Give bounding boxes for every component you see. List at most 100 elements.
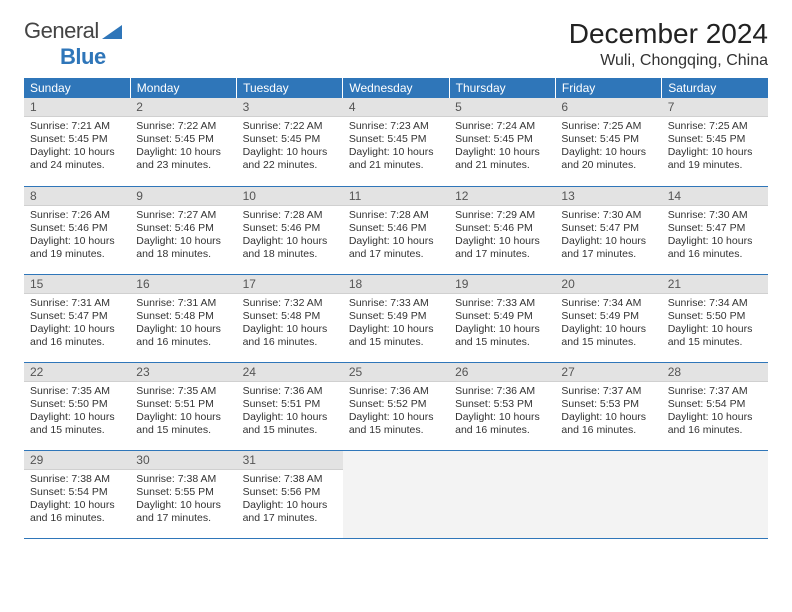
sunset-line: Sunset: 5:45 PM xyxy=(561,133,655,146)
day-details: Sunrise: 7:28 AMSunset: 5:46 PMDaylight:… xyxy=(343,206,449,266)
day-details: Sunrise: 7:37 AMSunset: 5:53 PMDaylight:… xyxy=(555,382,661,442)
sunrise-line: Sunrise: 7:25 AM xyxy=(561,120,655,133)
day-details: Sunrise: 7:22 AMSunset: 5:45 PMDaylight:… xyxy=(130,117,236,177)
daylight-line: Daylight: 10 hours and 17 minutes. xyxy=(455,235,549,261)
sunrise-line: Sunrise: 7:29 AM xyxy=(455,209,549,222)
logo: General Blue xyxy=(24,18,122,70)
calendar-day-cell xyxy=(449,450,555,538)
day-details: Sunrise: 7:33 AMSunset: 5:49 PMDaylight:… xyxy=(343,294,449,354)
calendar-day-cell: 21Sunrise: 7:34 AMSunset: 5:50 PMDayligh… xyxy=(662,274,768,362)
day-number: 14 xyxy=(662,187,768,206)
sunset-line: Sunset: 5:53 PM xyxy=(455,398,549,411)
daylight-line: Daylight: 10 hours and 15 minutes. xyxy=(349,411,443,437)
calendar-day-cell: 25Sunrise: 7:36 AMSunset: 5:52 PMDayligh… xyxy=(343,362,449,450)
daylight-line: Daylight: 10 hours and 16 minutes. xyxy=(30,323,124,349)
day-number: 31 xyxy=(237,451,343,470)
day-number: 2 xyxy=(130,98,236,117)
calendar-week-row: 1Sunrise: 7:21 AMSunset: 5:45 PMDaylight… xyxy=(24,98,768,186)
sunrise-line: Sunrise: 7:22 AM xyxy=(243,120,337,133)
sunrise-line: Sunrise: 7:36 AM xyxy=(455,385,549,398)
calendar-day-cell: 26Sunrise: 7:36 AMSunset: 5:53 PMDayligh… xyxy=(449,362,555,450)
day-number: 28 xyxy=(662,363,768,382)
daylight-line: Daylight: 10 hours and 15 minutes. xyxy=(136,411,230,437)
daylight-line: Daylight: 10 hours and 18 minutes. xyxy=(136,235,230,261)
daylight-line: Daylight: 10 hours and 18 minutes. xyxy=(243,235,337,261)
sunset-line: Sunset: 5:49 PM xyxy=(349,310,443,323)
day-details: Sunrise: 7:30 AMSunset: 5:47 PMDaylight:… xyxy=(555,206,661,266)
sunrise-line: Sunrise: 7:36 AM xyxy=(349,385,443,398)
sunrise-line: Sunrise: 7:37 AM xyxy=(668,385,762,398)
calendar-day-cell: 15Sunrise: 7:31 AMSunset: 5:47 PMDayligh… xyxy=(24,274,130,362)
sunset-line: Sunset: 5:47 PM xyxy=(30,310,124,323)
daylight-line: Daylight: 10 hours and 17 minutes. xyxy=(136,499,230,525)
day-number: 6 xyxy=(555,98,661,117)
day-details: Sunrise: 7:21 AMSunset: 5:45 PMDaylight:… xyxy=(24,117,130,177)
calendar-body: 1Sunrise: 7:21 AMSunset: 5:45 PMDaylight… xyxy=(24,98,768,538)
weekday-header: Sunday xyxy=(24,78,130,98)
weekday-header: Wednesday xyxy=(343,78,449,98)
day-number: 8 xyxy=(24,187,130,206)
calendar-day-cell: 9Sunrise: 7:27 AMSunset: 5:46 PMDaylight… xyxy=(130,186,236,274)
day-number: 19 xyxy=(449,275,555,294)
sunrise-line: Sunrise: 7:28 AM xyxy=(349,209,443,222)
sunset-line: Sunset: 5:54 PM xyxy=(668,398,762,411)
sunset-line: Sunset: 5:46 PM xyxy=(136,222,230,235)
sunset-line: Sunset: 5:51 PM xyxy=(243,398,337,411)
daylight-line: Daylight: 10 hours and 17 minutes. xyxy=(561,235,655,261)
day-number: 5 xyxy=(449,98,555,117)
calendar-day-cell xyxy=(343,450,449,538)
calendar-day-cell: 8Sunrise: 7:26 AMSunset: 5:46 PMDaylight… xyxy=(24,186,130,274)
calendar-day-cell: 10Sunrise: 7:28 AMSunset: 5:46 PMDayligh… xyxy=(237,186,343,274)
sunrise-line: Sunrise: 7:28 AM xyxy=(243,209,337,222)
daylight-line: Daylight: 10 hours and 15 minutes. xyxy=(561,323,655,349)
calendar-day-cell xyxy=(555,450,661,538)
sunrise-line: Sunrise: 7:26 AM xyxy=(30,209,124,222)
day-details: Sunrise: 7:36 AMSunset: 5:52 PMDaylight:… xyxy=(343,382,449,442)
day-details: Sunrise: 7:28 AMSunset: 5:46 PMDaylight:… xyxy=(237,206,343,266)
day-details: Sunrise: 7:27 AMSunset: 5:46 PMDaylight:… xyxy=(130,206,236,266)
sunset-line: Sunset: 5:53 PM xyxy=(561,398,655,411)
weekday-header: Tuesday xyxy=(237,78,343,98)
day-number: 4 xyxy=(343,98,449,117)
sunset-line: Sunset: 5:51 PM xyxy=(136,398,230,411)
sunrise-line: Sunrise: 7:32 AM xyxy=(243,297,337,310)
sunset-line: Sunset: 5:54 PM xyxy=(30,486,124,499)
day-number: 30 xyxy=(130,451,236,470)
day-number: 17 xyxy=(237,275,343,294)
weekday-header: Monday xyxy=(130,78,236,98)
day-details: Sunrise: 7:33 AMSunset: 5:49 PMDaylight:… xyxy=(449,294,555,354)
day-details: Sunrise: 7:38 AMSunset: 5:55 PMDaylight:… xyxy=(130,470,236,530)
calendar-day-cell: 24Sunrise: 7:36 AMSunset: 5:51 PMDayligh… xyxy=(237,362,343,450)
daylight-line: Daylight: 10 hours and 15 minutes. xyxy=(455,323,549,349)
sunrise-line: Sunrise: 7:30 AM xyxy=(668,209,762,222)
calendar-day-cell: 22Sunrise: 7:35 AMSunset: 5:50 PMDayligh… xyxy=(24,362,130,450)
calendar-week-row: 29Sunrise: 7:38 AMSunset: 5:54 PMDayligh… xyxy=(24,450,768,538)
day-number: 25 xyxy=(343,363,449,382)
calendar-week-row: 8Sunrise: 7:26 AMSunset: 5:46 PMDaylight… xyxy=(24,186,768,274)
day-number: 12 xyxy=(449,187,555,206)
day-details: Sunrise: 7:36 AMSunset: 5:51 PMDaylight:… xyxy=(237,382,343,442)
sunset-line: Sunset: 5:45 PM xyxy=(30,133,124,146)
sunrise-line: Sunrise: 7:31 AM xyxy=(136,297,230,310)
calendar-day-cell: 11Sunrise: 7:28 AMSunset: 5:46 PMDayligh… xyxy=(343,186,449,274)
day-details: Sunrise: 7:30 AMSunset: 5:47 PMDaylight:… xyxy=(662,206,768,266)
sunrise-line: Sunrise: 7:35 AM xyxy=(30,385,124,398)
sunset-line: Sunset: 5:45 PM xyxy=(136,133,230,146)
day-details: Sunrise: 7:37 AMSunset: 5:54 PMDaylight:… xyxy=(662,382,768,442)
sunrise-line: Sunrise: 7:31 AM xyxy=(30,297,124,310)
sunset-line: Sunset: 5:46 PM xyxy=(455,222,549,235)
header: General Blue December 2024 Wuli, Chongqi… xyxy=(24,18,768,70)
daylight-line: Daylight: 10 hours and 15 minutes. xyxy=(349,323,443,349)
calendar-day-cell: 28Sunrise: 7:37 AMSunset: 5:54 PMDayligh… xyxy=(662,362,768,450)
day-number: 21 xyxy=(662,275,768,294)
day-details: Sunrise: 7:23 AMSunset: 5:45 PMDaylight:… xyxy=(343,117,449,177)
sunrise-line: Sunrise: 7:34 AM xyxy=(561,297,655,310)
sunrise-line: Sunrise: 7:27 AM xyxy=(136,209,230,222)
weekday-header: Saturday xyxy=(662,78,768,98)
calendar-day-cell: 5Sunrise: 7:24 AMSunset: 5:45 PMDaylight… xyxy=(449,98,555,186)
sunrise-line: Sunrise: 7:25 AM xyxy=(668,120,762,133)
day-details: Sunrise: 7:31 AMSunset: 5:48 PMDaylight:… xyxy=(130,294,236,354)
day-details: Sunrise: 7:38 AMSunset: 5:54 PMDaylight:… xyxy=(24,470,130,530)
sunrise-line: Sunrise: 7:35 AM xyxy=(136,385,230,398)
calendar-day-cell: 13Sunrise: 7:30 AMSunset: 5:47 PMDayligh… xyxy=(555,186,661,274)
